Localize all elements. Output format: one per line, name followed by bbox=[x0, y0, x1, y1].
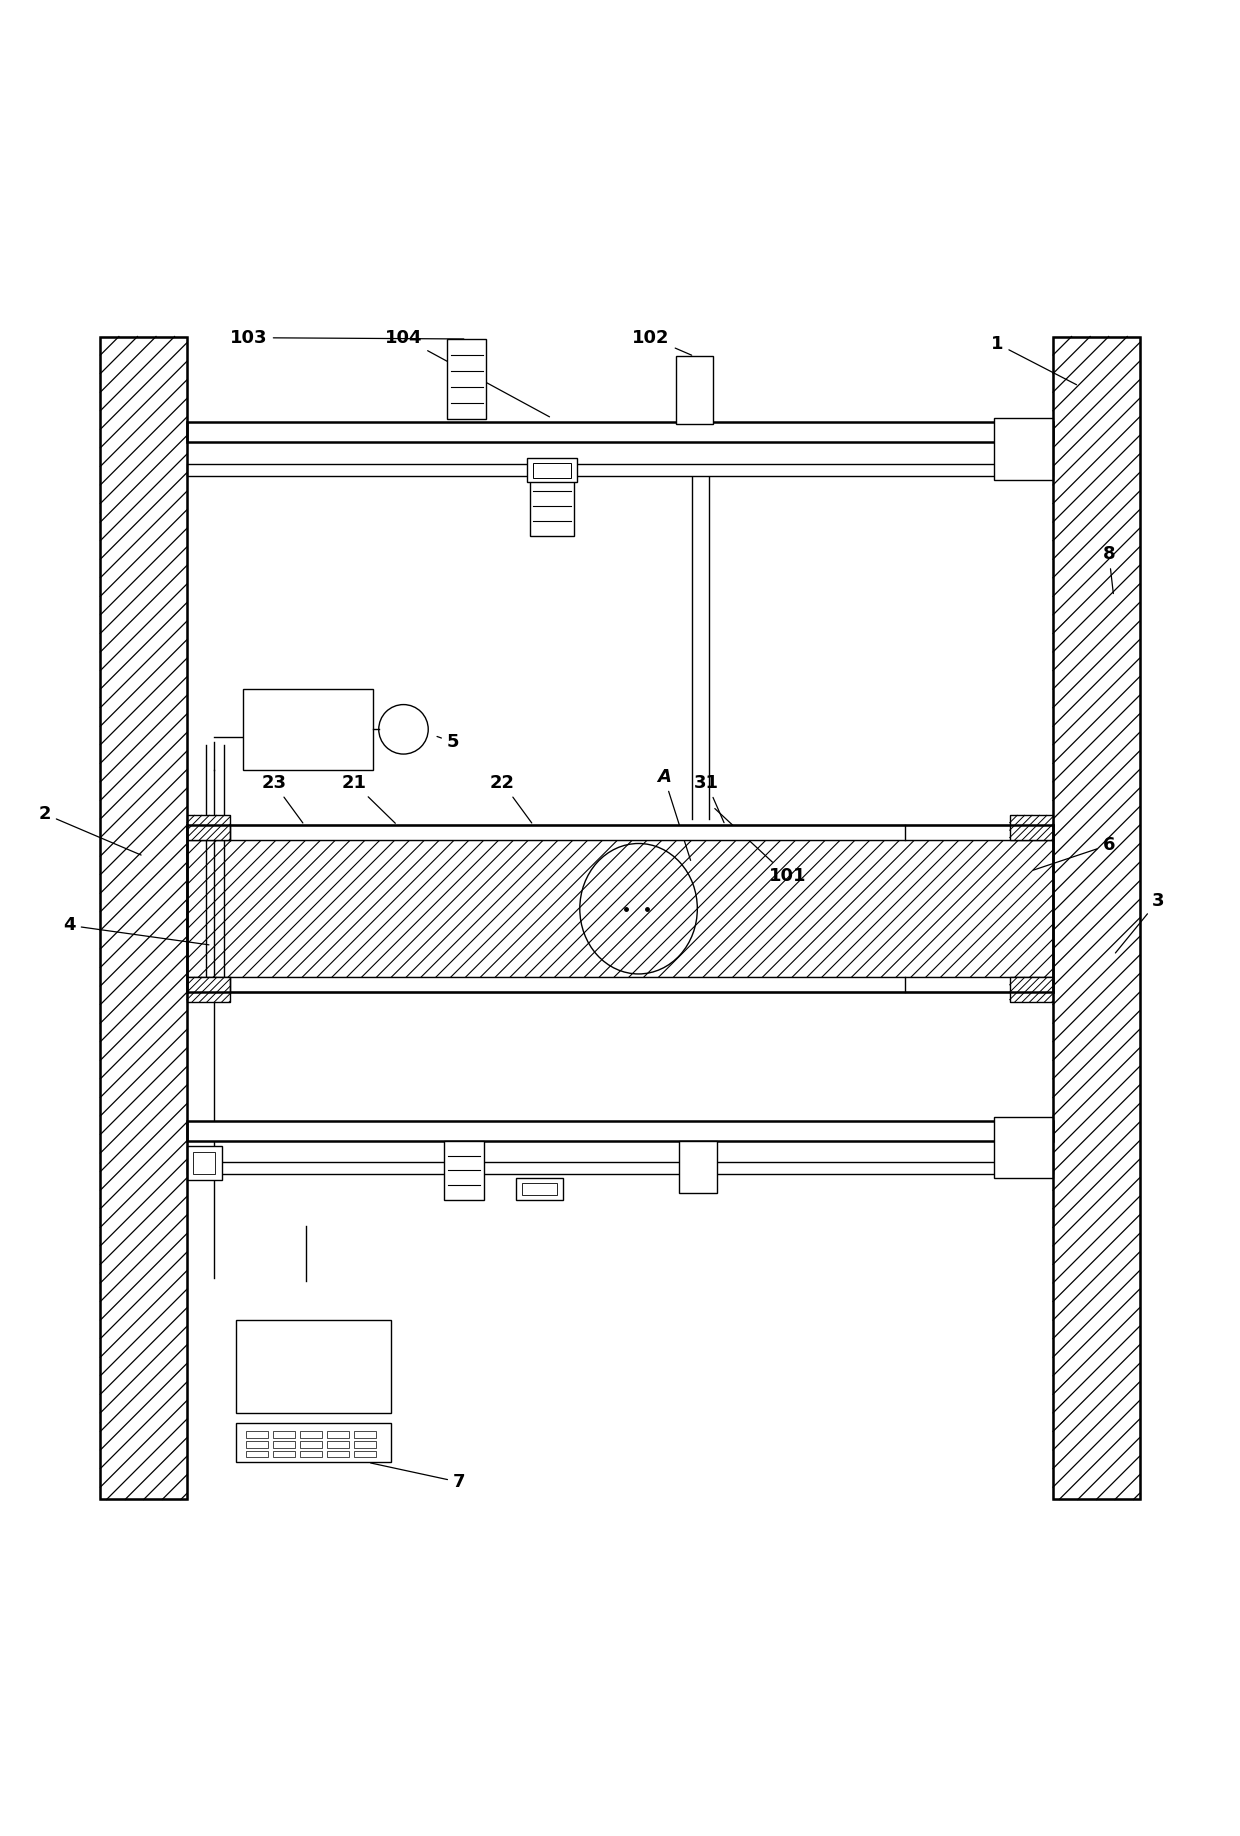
Bar bbox=[237, 1320, 391, 1414]
Text: 7: 7 bbox=[371, 1463, 465, 1491]
Bar bbox=[444, 1140, 484, 1201]
Bar bbox=[247, 1432, 268, 1438]
Bar bbox=[300, 1441, 322, 1447]
Text: 22: 22 bbox=[490, 775, 532, 823]
Bar bbox=[247, 1441, 268, 1447]
Text: 101: 101 bbox=[714, 808, 806, 885]
Bar bbox=[100, 336, 187, 1500]
Text: 8: 8 bbox=[1102, 545, 1115, 593]
Bar bbox=[327, 1432, 350, 1438]
Bar bbox=[273, 1441, 295, 1447]
Bar bbox=[355, 1441, 376, 1447]
Bar bbox=[187, 977, 231, 1002]
Text: 102: 102 bbox=[632, 329, 692, 354]
Bar bbox=[529, 476, 574, 536]
Bar bbox=[187, 815, 231, 841]
Bar bbox=[527, 457, 577, 483]
Bar bbox=[247, 1450, 268, 1458]
Bar bbox=[993, 419, 1053, 479]
Text: 21: 21 bbox=[342, 775, 396, 823]
Bar bbox=[187, 1122, 1053, 1140]
Bar bbox=[993, 1116, 1053, 1179]
Bar bbox=[100, 336, 187, 1500]
Bar bbox=[1009, 815, 1053, 841]
Text: 104: 104 bbox=[384, 329, 549, 417]
Bar bbox=[243, 688, 372, 769]
Text: 5: 5 bbox=[436, 733, 459, 751]
Bar bbox=[533, 463, 570, 477]
Bar bbox=[187, 977, 231, 1002]
Text: 4: 4 bbox=[63, 916, 210, 946]
Bar bbox=[300, 1450, 322, 1458]
Bar bbox=[680, 1140, 717, 1193]
Bar bbox=[187, 977, 1053, 991]
Text: 6: 6 bbox=[1033, 835, 1115, 870]
Bar bbox=[676, 356, 713, 424]
Bar bbox=[187, 1162, 1053, 1173]
Bar bbox=[187, 422, 1053, 442]
Text: 3: 3 bbox=[1116, 892, 1164, 953]
Bar bbox=[187, 824, 1053, 841]
Bar bbox=[522, 1182, 557, 1195]
Bar bbox=[355, 1450, 376, 1458]
Bar bbox=[273, 1432, 295, 1438]
Bar bbox=[446, 340, 486, 419]
Bar bbox=[1053, 336, 1140, 1500]
Bar bbox=[193, 1151, 216, 1173]
Text: 23: 23 bbox=[262, 775, 303, 823]
Bar bbox=[273, 1450, 295, 1458]
Bar bbox=[1009, 977, 1053, 1002]
Bar bbox=[327, 1441, 350, 1447]
Bar bbox=[355, 1432, 376, 1438]
Text: 2: 2 bbox=[38, 804, 141, 856]
Bar bbox=[516, 1179, 563, 1201]
Bar bbox=[187, 815, 231, 841]
Bar bbox=[187, 465, 1053, 476]
Bar bbox=[1053, 336, 1140, 1500]
Bar bbox=[1009, 815, 1053, 841]
Bar bbox=[187, 1146, 222, 1181]
Bar bbox=[1009, 977, 1053, 1002]
Bar bbox=[327, 1450, 350, 1458]
Text: 1: 1 bbox=[991, 334, 1076, 386]
Bar bbox=[300, 1432, 322, 1438]
Text: 31: 31 bbox=[694, 775, 724, 823]
Text: A: A bbox=[657, 767, 691, 861]
Bar bbox=[237, 1423, 391, 1463]
Bar bbox=[187, 841, 1053, 977]
Text: 103: 103 bbox=[231, 329, 464, 347]
